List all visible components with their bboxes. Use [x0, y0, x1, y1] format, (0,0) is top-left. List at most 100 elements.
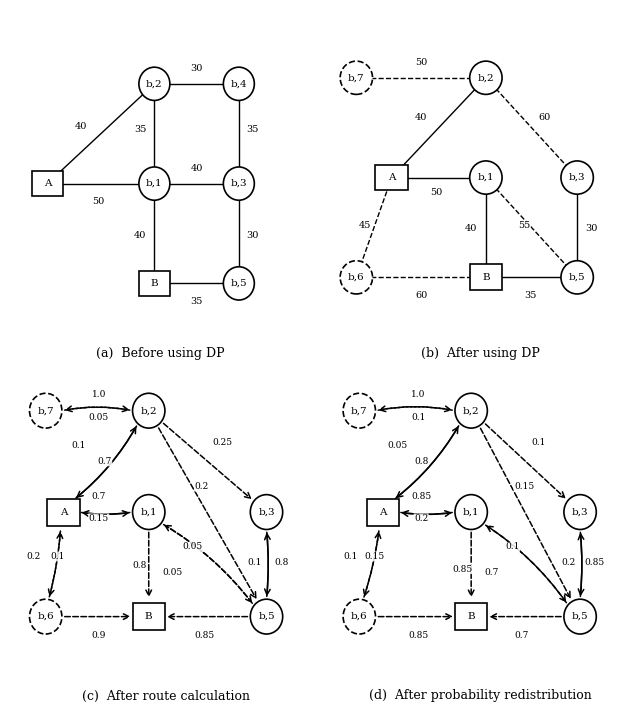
Circle shape: [561, 161, 593, 194]
Text: 30: 30: [191, 64, 203, 73]
Text: b,5: b,5: [258, 612, 275, 621]
Text: 40: 40: [75, 122, 87, 130]
Bar: [376, 165, 408, 190]
Text: b,3: b,3: [569, 173, 586, 182]
Text: 1.0: 1.0: [92, 390, 106, 400]
Bar: [470, 264, 502, 290]
Text: B: B: [145, 612, 152, 621]
Text: b,7: b,7: [348, 73, 365, 82]
Bar: [132, 603, 165, 630]
Bar: [139, 271, 170, 296]
Circle shape: [343, 599, 376, 634]
Text: b,1: b,1: [477, 173, 494, 182]
Text: 0.2: 0.2: [195, 482, 209, 491]
Circle shape: [139, 67, 170, 100]
Text: b,6: b,6: [351, 612, 367, 621]
Circle shape: [29, 599, 62, 634]
Circle shape: [470, 161, 502, 194]
Text: 35: 35: [524, 291, 536, 300]
Text: 0.15: 0.15: [88, 514, 109, 523]
Text: 0.15: 0.15: [514, 482, 534, 491]
Circle shape: [564, 599, 596, 634]
Circle shape: [455, 393, 488, 428]
Text: b,6: b,6: [348, 273, 365, 282]
Text: 0.85: 0.85: [411, 492, 431, 500]
Text: b,5: b,5: [572, 612, 588, 621]
Text: 0.85: 0.85: [195, 631, 215, 640]
Circle shape: [250, 599, 283, 634]
Text: b,5: b,5: [569, 273, 586, 282]
Text: 0.9: 0.9: [92, 631, 106, 640]
Circle shape: [223, 67, 254, 100]
Text: 40: 40: [191, 164, 203, 173]
Text: 0.15: 0.15: [364, 552, 384, 561]
Text: 30: 30: [586, 225, 598, 233]
Text: b,7: b,7: [37, 406, 54, 415]
Circle shape: [250, 495, 283, 529]
Circle shape: [561, 261, 593, 294]
Text: b,3: b,3: [572, 508, 588, 516]
Text: 0.1: 0.1: [51, 552, 65, 561]
Circle shape: [223, 266, 254, 300]
Text: (b)  After using DP: (b) After using DP: [420, 347, 540, 360]
Text: b,5: b,5: [230, 279, 247, 288]
Text: 0.05: 0.05: [162, 568, 182, 577]
Text: 0.7: 0.7: [92, 492, 106, 500]
Circle shape: [223, 167, 254, 200]
Text: 0.1: 0.1: [71, 441, 85, 450]
Text: B: B: [150, 279, 158, 288]
Text: b,7: b,7: [351, 406, 367, 415]
Circle shape: [564, 495, 596, 529]
Text: 0.1: 0.1: [248, 558, 262, 567]
Text: 50: 50: [429, 188, 442, 197]
Circle shape: [132, 495, 165, 529]
Circle shape: [139, 167, 170, 200]
Text: b,2: b,2: [140, 406, 157, 415]
Text: 55: 55: [518, 222, 531, 230]
Text: 0.25: 0.25: [212, 438, 232, 447]
Text: 0.85: 0.85: [408, 631, 428, 640]
Text: b,4: b,4: [230, 79, 247, 89]
Text: 0.2: 0.2: [561, 558, 575, 567]
Bar: [32, 171, 63, 197]
Text: 0.7: 0.7: [97, 457, 112, 466]
Text: A: A: [379, 508, 387, 516]
Text: 1.0: 1.0: [411, 390, 426, 400]
Text: 0.8: 0.8: [414, 457, 428, 466]
Text: (d)  After probability redistribution: (d) After probability redistribution: [369, 690, 591, 703]
Text: 40: 40: [415, 112, 428, 122]
Bar: [47, 498, 79, 526]
Bar: [367, 498, 399, 526]
Text: 45: 45: [359, 222, 371, 230]
Text: 35: 35: [247, 125, 259, 134]
Text: 60: 60: [415, 291, 428, 300]
Text: 0.8: 0.8: [274, 558, 289, 567]
Text: 0.2: 0.2: [414, 514, 428, 523]
Text: 0.7: 0.7: [514, 631, 529, 640]
Text: 0.2: 0.2: [27, 552, 41, 561]
Text: b,3: b,3: [230, 179, 247, 188]
Text: 40: 40: [465, 225, 477, 233]
Text: A: A: [388, 173, 396, 182]
Text: (c)  After route calculation: (c) After route calculation: [83, 690, 250, 703]
Text: 40: 40: [134, 230, 147, 240]
Text: 0.05: 0.05: [88, 413, 109, 421]
Text: 50: 50: [415, 58, 428, 67]
Text: 0.1: 0.1: [411, 413, 426, 421]
Text: 0.1: 0.1: [505, 542, 520, 552]
Text: B: B: [482, 273, 490, 282]
Text: 0.05: 0.05: [387, 441, 408, 450]
Text: B: B: [467, 612, 475, 621]
Text: b,2: b,2: [477, 73, 494, 82]
Text: 0.1: 0.1: [343, 552, 358, 561]
Circle shape: [29, 393, 62, 428]
Text: 35: 35: [134, 125, 147, 134]
Circle shape: [340, 61, 372, 94]
Circle shape: [340, 261, 372, 294]
Text: b,6: b,6: [37, 612, 54, 621]
Circle shape: [455, 495, 488, 529]
Text: b,2: b,2: [146, 79, 163, 89]
Text: 35: 35: [191, 297, 203, 306]
Text: b,1: b,1: [140, 508, 157, 516]
Text: b,2: b,2: [463, 406, 479, 415]
